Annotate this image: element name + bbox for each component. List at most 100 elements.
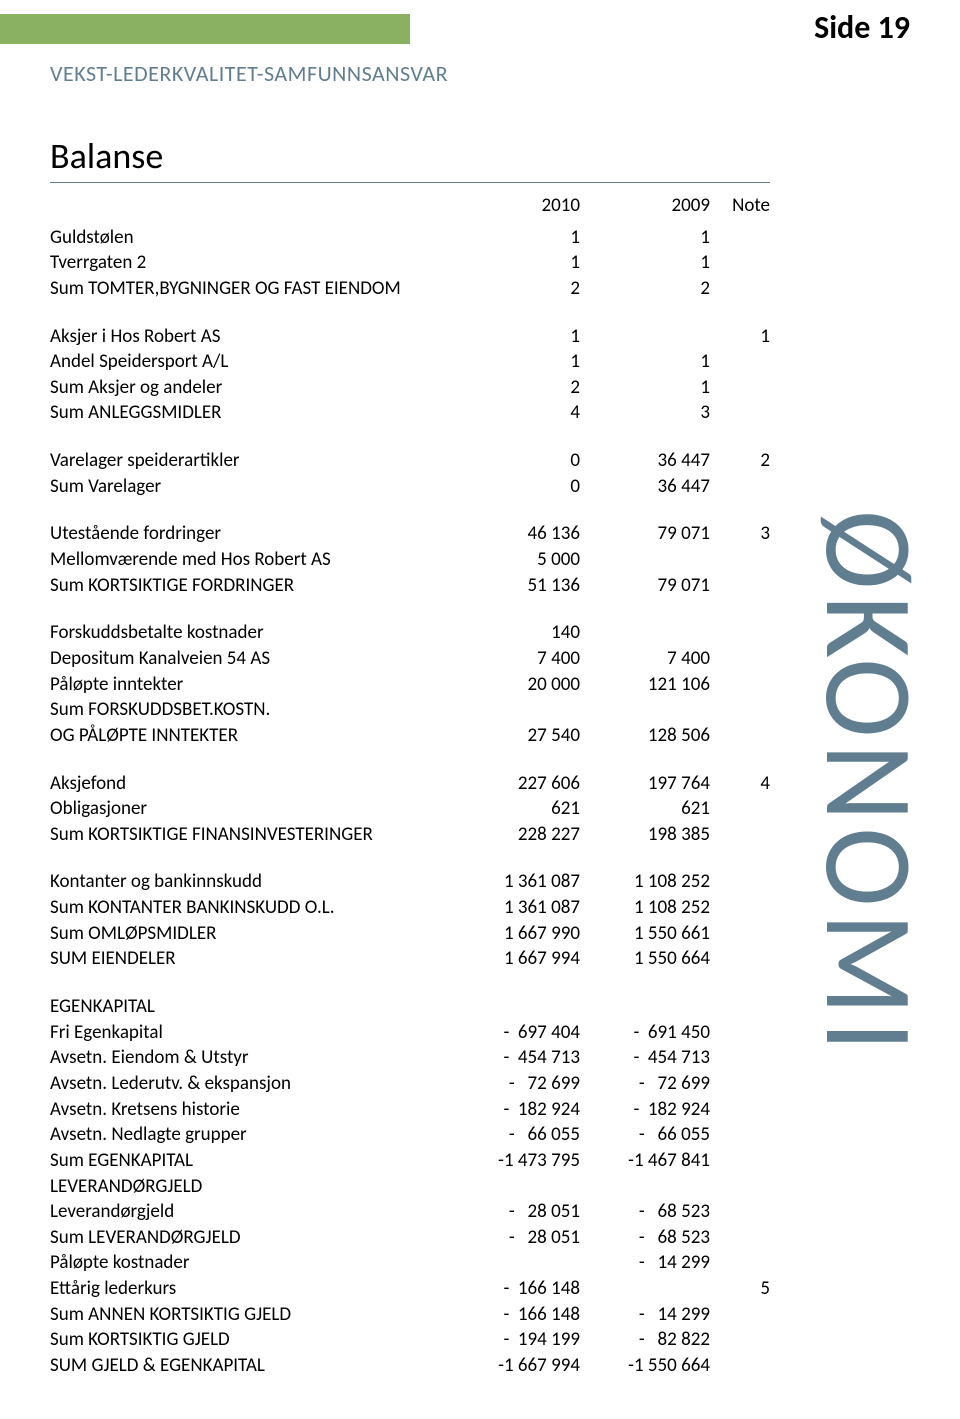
row-note xyxy=(710,1020,770,1046)
row-2010: 27 540 xyxy=(450,723,580,749)
table-row: Sum KORTSIKTIG GJELD- 194 199- 82 822 xyxy=(50,1327,770,1353)
row-2010: 4 xyxy=(450,400,580,426)
row-2009: 197 764 xyxy=(580,771,710,797)
balance-table: 20102009Note Guldstølen11 Tverrgaten 211… xyxy=(50,193,770,1379)
row-label: Aksjer i Hos Robert AS xyxy=(50,324,450,350)
row-2009: - 454 713 xyxy=(580,1045,710,1071)
row-2009: 79 071 xyxy=(580,573,710,599)
table-row: Leverandørgjeld- 28 051- 68 523 xyxy=(50,1199,770,1225)
row-note xyxy=(710,375,770,401)
row-label: Aksjefond xyxy=(50,771,450,797)
row-label: LEVERANDØRGJELD xyxy=(50,1174,450,1200)
row-label: Sum KORTSIKTIGE FINANSINVESTERINGER xyxy=(50,822,450,848)
document-title: Balanse xyxy=(50,134,770,178)
row-label: Sum Varelager xyxy=(50,474,450,500)
table-row: Sum KONTANTER BANKINSKUDD O.L.1 361 0871… xyxy=(50,895,770,921)
row-note xyxy=(710,994,770,1020)
row-2009: 128 506 xyxy=(580,723,710,749)
row-2009 xyxy=(580,1276,710,1302)
row-2010: 1 xyxy=(450,225,580,251)
row-2010: 1 361 087 xyxy=(450,869,580,895)
row-note xyxy=(710,276,770,302)
table-row: Avsetn. Lederutv. & ekspansjon- 72 699- … xyxy=(50,1071,770,1097)
row-note xyxy=(710,1122,770,1148)
row-2009: 621 xyxy=(580,796,710,822)
row-2009 xyxy=(580,620,710,646)
row-note: 1 xyxy=(710,324,770,350)
row-note xyxy=(710,1071,770,1097)
row-note xyxy=(710,620,770,646)
table-row: Guldstølen11 xyxy=(50,225,770,251)
row-note xyxy=(710,250,770,276)
row-label: Påløpte kostnader xyxy=(50,1250,450,1276)
row-label: Sum KONTANTER BANKINSKUDD O.L. xyxy=(50,895,450,921)
row-2009: 198 385 xyxy=(580,822,710,848)
table-row: Sum EGENKAPITAL-1 473 795-1 467 841 xyxy=(50,1148,770,1174)
row-note xyxy=(710,946,770,972)
row-note xyxy=(710,646,770,672)
row-label: Avsetn. Nedlagte grupper xyxy=(50,1122,450,1148)
row-label: Forskuddsbetalte kostnader xyxy=(50,620,450,646)
table-row: EGENKAPITAL xyxy=(50,994,770,1020)
table-row: Sum OMLØPSMIDLER1 667 9901 550 661 xyxy=(50,921,770,947)
row-note xyxy=(710,1097,770,1123)
col-note: Note xyxy=(710,193,770,225)
table-row: Tverrgaten 211 xyxy=(50,250,770,276)
row-2010: 46 136 xyxy=(450,521,580,547)
row-note xyxy=(710,547,770,573)
row-note xyxy=(710,672,770,698)
row-label: Sum Aksjer og andeler xyxy=(50,375,450,401)
row-2009: -1 550 664 xyxy=(580,1353,710,1379)
row-note xyxy=(710,921,770,947)
row-2010: 0 xyxy=(450,474,580,500)
table-row: Andel Speidersport A/L11 xyxy=(50,349,770,375)
row-label: Fri Egenkapital xyxy=(50,1020,450,1046)
row-2009 xyxy=(580,994,710,1020)
page: VEKST-LEDERKVALITET-SAMFUNNSANSVAR Side … xyxy=(0,0,960,1419)
row-2010 xyxy=(450,994,580,1020)
row-2009 xyxy=(580,697,710,723)
table-row: Avsetn. Eiendom & Utstyr- 454 713- 454 7… xyxy=(50,1045,770,1071)
row-2009: 1 xyxy=(580,225,710,251)
row-note xyxy=(710,400,770,426)
row-2009: 1 xyxy=(580,250,710,276)
row-note xyxy=(710,349,770,375)
table-row: Aksjefond227 606197 7644 xyxy=(50,771,770,797)
row-2009 xyxy=(580,324,710,350)
row-2010: 228 227 xyxy=(450,822,580,848)
row-2009: 79 071 xyxy=(580,521,710,547)
row-2009: - 182 924 xyxy=(580,1097,710,1123)
row-note xyxy=(710,1353,770,1379)
table-row xyxy=(50,499,770,521)
table-row xyxy=(50,598,770,620)
col-2010: 2010 xyxy=(450,193,580,225)
row-2009: - 14 299 xyxy=(580,1250,710,1276)
row-2010: - 28 051 xyxy=(450,1225,580,1251)
row-2009: - 68 523 xyxy=(580,1225,710,1251)
row-label: Sum ANLEGGSMIDLER xyxy=(50,400,450,426)
row-label: Sum EGENKAPITAL xyxy=(50,1148,450,1174)
row-note: 3 xyxy=(710,521,770,547)
row-2010: 1 xyxy=(450,324,580,350)
row-note xyxy=(710,225,770,251)
row-2010: - 66 055 xyxy=(450,1122,580,1148)
row-2010: 20 000 xyxy=(450,672,580,698)
table-row: Obligasjoner621621 xyxy=(50,796,770,822)
row-label: Avsetn. Eiendom & Utstyr xyxy=(50,1045,450,1071)
row-label: Varelager speiderartikler xyxy=(50,448,450,474)
table-row: Sum FORSKUDDSBET.KOSTN. xyxy=(50,697,770,723)
row-2010: - 697 404 xyxy=(450,1020,580,1046)
row-label: EGENKAPITAL xyxy=(50,994,450,1020)
row-note xyxy=(710,1148,770,1174)
table-row: Mellomværende med Hos Robert AS5 000 xyxy=(50,547,770,573)
row-2010: - 454 713 xyxy=(450,1045,580,1071)
row-2009: 1 550 661 xyxy=(580,921,710,947)
row-2010: 1 xyxy=(450,349,580,375)
row-2009: - 14 299 xyxy=(580,1302,710,1328)
row-2010: - 182 924 xyxy=(450,1097,580,1123)
table-row: Påløpte inntekter20 000121 106 xyxy=(50,672,770,698)
row-2010 xyxy=(450,1250,580,1276)
row-2010: 2 xyxy=(450,375,580,401)
row-2010: -1 473 795 xyxy=(450,1148,580,1174)
row-2010 xyxy=(450,697,580,723)
